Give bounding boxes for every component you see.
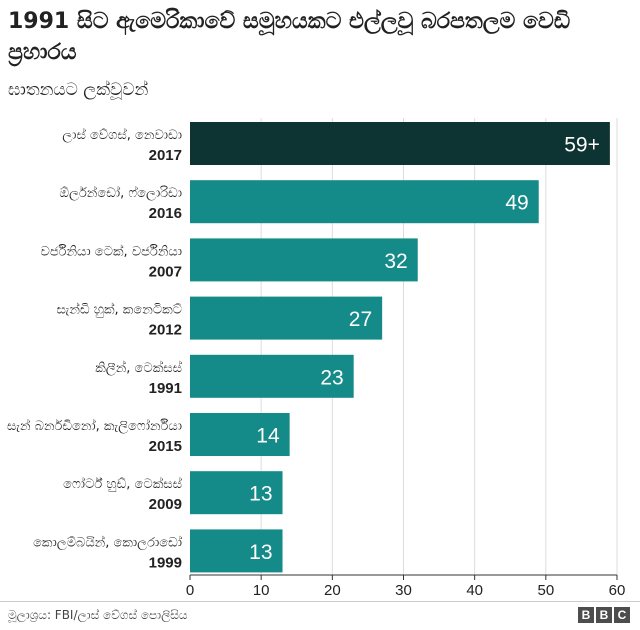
bar-5: [190, 354, 354, 398]
bar-3: [190, 238, 418, 282]
bar-4: [190, 296, 383, 340]
category-label-8: කොලම්බයින්, කොලරාඩෝ: [33, 534, 182, 550]
footer-divider: [0, 601, 640, 602]
category-year-4: 2012: [149, 322, 182, 339]
x-tick-label-30: 30: [395, 582, 412, 599]
bar-7: [190, 471, 283, 515]
value-label-5: 23: [320, 366, 343, 389]
value-label-3: 32: [384, 250, 407, 273]
x-tick-label-0: 0: [186, 582, 194, 599]
category-label-1: ලාස් වේගස්, නෙවාඩා: [62, 127, 182, 143]
source-note: මූලාශ්‍රය: FBI/ලාස් වේගස් පොලිසිය: [8, 608, 188, 622]
x-tick-label-50: 50: [537, 582, 554, 599]
bar-8: [190, 529, 283, 573]
category-label-2: ඕර්ලන්ඩෝ, ෆ්ලොරිඩා: [59, 185, 182, 201]
x-tick-label-20: 20: [324, 582, 341, 599]
value-label-7: 13: [249, 483, 272, 506]
logo-letter-2: B: [596, 607, 612, 623]
category-year-5: 1991: [149, 380, 182, 397]
category-label-7: ෆෝර්ට් හුඩ්, ටෙක්සස්: [63, 476, 182, 492]
category-label-6: සැන් බර්නඩිනෝ, කැලිෆෝර්නියා: [7, 418, 182, 434]
x-tick-label-60: 60: [609, 582, 626, 599]
x-tick-label-40: 40: [466, 582, 483, 599]
category-year-3: 2007: [149, 263, 182, 280]
value-label-2: 49: [505, 192, 528, 215]
category-year-8: 1999: [149, 554, 182, 571]
category-label-4: සැන්ඩි හුක්, කනෙටිකට්: [56, 301, 182, 317]
x-tick-label-10: 10: [253, 582, 270, 599]
chart-title: 1991 සිට ඇමෙරිකාවේ සමූහයකට එල්ලවූ බරපතලම…: [8, 9, 571, 65]
category-label-3: වර්ජිනියා ටෙක්, වර්ජිනියා: [40, 243, 182, 259]
value-label-1: 59+: [564, 134, 600, 157]
chart-subtitle: ඝාතනයට ලක්වූවන්: [8, 80, 149, 100]
bar-2: [190, 180, 539, 224]
value-label-4: 27: [349, 308, 372, 331]
bbc-logo: B B C: [578, 607, 630, 623]
category-year-1: 2017: [149, 147, 182, 164]
category-year-2: 2016: [149, 205, 182, 222]
bar-6: [190, 413, 290, 456]
category-year-7: 2009: [149, 496, 182, 513]
value-label-6: 14: [256, 425, 280, 448]
logo-letter-3: C: [614, 607, 630, 623]
category-year-6: 2015: [149, 438, 182, 455]
bar-chart: 59+ ලාස් වේගස්, නෙවාඩා 2017 49 ඕර්ලන්ඩෝ, ෆ්ල…: [7, 118, 626, 599]
bar-1: [190, 122, 610, 165]
value-label-8: 13: [249, 541, 272, 564]
logo-letter-1: B: [578, 607, 594, 623]
category-label-5: කිලීන්, ටෙක්සස්: [95, 360, 182, 376]
